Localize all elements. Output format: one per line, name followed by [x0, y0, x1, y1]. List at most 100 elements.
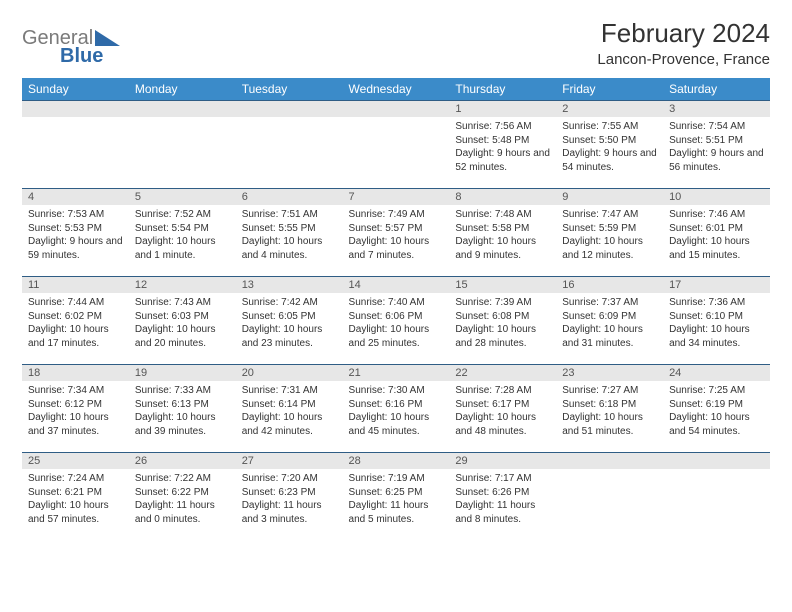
calendar-day-cell: 24Sunrise: 7:25 AMSunset: 6:19 PMDayligh… — [663, 365, 770, 453]
calendar-day-cell: 6Sunrise: 7:51 AMSunset: 5:55 PMDaylight… — [236, 189, 343, 277]
calendar-day-cell: 17Sunrise: 7:36 AMSunset: 6:10 PMDayligh… — [663, 277, 770, 365]
weekday-header: Thursday — [449, 78, 556, 101]
weekday-header: Monday — [129, 78, 236, 101]
logo: General Blue — [22, 18, 122, 66]
day-body: Sunrise: 7:52 AMSunset: 5:54 PMDaylight:… — [129, 205, 236, 266]
daylight-text: Daylight: 10 hours and 25 minutes. — [349, 323, 444, 350]
sunset-text: Sunset: 6:14 PM — [242, 398, 337, 412]
day-number: 5 — [129, 189, 236, 205]
day-number: 1 — [449, 101, 556, 117]
weekday-header: Saturday — [663, 78, 770, 101]
sunrise-text: Sunrise: 7:46 AM — [669, 208, 764, 222]
daylight-text: Daylight: 11 hours and 5 minutes. — [349, 499, 444, 526]
calendar-day-cell: 27Sunrise: 7:20 AMSunset: 6:23 PMDayligh… — [236, 453, 343, 541]
sunrise-text: Sunrise: 7:56 AM — [455, 120, 550, 134]
day-body: Sunrise: 7:37 AMSunset: 6:09 PMDaylight:… — [556, 293, 663, 354]
daylight-text: Daylight: 10 hours and 31 minutes. — [562, 323, 657, 350]
daylight-text: Daylight: 10 hours and 34 minutes. — [669, 323, 764, 350]
sunrise-text: Sunrise: 7:42 AM — [242, 296, 337, 310]
title-block: February 2024 Lancon-Provence, France — [597, 18, 770, 68]
day-number: 23 — [556, 365, 663, 381]
sunrise-text: Sunrise: 7:33 AM — [135, 384, 230, 398]
calendar-day-cell: 1Sunrise: 7:56 AMSunset: 5:48 PMDaylight… — [449, 101, 556, 189]
sunrise-text: Sunrise: 7:53 AM — [28, 208, 123, 222]
calendar-day-cell: 18Sunrise: 7:34 AMSunset: 6:12 PMDayligh… — [22, 365, 129, 453]
daylight-text: Daylight: 10 hours and 7 minutes. — [349, 235, 444, 262]
sunrise-text: Sunrise: 7:22 AM — [135, 472, 230, 486]
daylight-text: Daylight: 10 hours and 15 minutes. — [669, 235, 764, 262]
day-number: 9 — [556, 189, 663, 205]
sunrise-text: Sunrise: 7:47 AM — [562, 208, 657, 222]
sunrise-text: Sunrise: 7:39 AM — [455, 296, 550, 310]
day-body: Sunrise: 7:28 AMSunset: 6:17 PMDaylight:… — [449, 381, 556, 442]
calendar-day-cell: 22Sunrise: 7:28 AMSunset: 6:17 PMDayligh… — [449, 365, 556, 453]
daylight-text: Daylight: 10 hours and 17 minutes. — [28, 323, 123, 350]
weekday-header: Sunday — [22, 78, 129, 101]
sunrise-text: Sunrise: 7:36 AM — [669, 296, 764, 310]
day-number: 21 — [343, 365, 450, 381]
calendar-day-cell: 21Sunrise: 7:30 AMSunset: 6:16 PMDayligh… — [343, 365, 450, 453]
daylight-text: Daylight: 11 hours and 8 minutes. — [455, 499, 550, 526]
sunset-text: Sunset: 6:06 PM — [349, 310, 444, 324]
sunrise-text: Sunrise: 7:19 AM — [349, 472, 444, 486]
sunset-text: Sunset: 5:51 PM — [669, 134, 764, 148]
sunset-text: Sunset: 5:55 PM — [242, 222, 337, 236]
daylight-text: Daylight: 9 hours and 54 minutes. — [562, 147, 657, 174]
day-number: 16 — [556, 277, 663, 293]
sunrise-text: Sunrise: 7:49 AM — [349, 208, 444, 222]
logo-svg: General Blue — [22, 24, 122, 66]
day-number: 22 — [449, 365, 556, 381]
day-body: Sunrise: 7:51 AMSunset: 5:55 PMDaylight:… — [236, 205, 343, 266]
sunrise-text: Sunrise: 7:48 AM — [455, 208, 550, 222]
calendar-day-cell: 14Sunrise: 7:40 AMSunset: 6:06 PMDayligh… — [343, 277, 450, 365]
day-body: Sunrise: 7:55 AMSunset: 5:50 PMDaylight:… — [556, 117, 663, 178]
weekday-header: Friday — [556, 78, 663, 101]
day-body: Sunrise: 7:48 AMSunset: 5:58 PMDaylight:… — [449, 205, 556, 266]
day-body: Sunrise: 7:39 AMSunset: 6:08 PMDaylight:… — [449, 293, 556, 354]
calendar-day-cell: 11Sunrise: 7:44 AMSunset: 6:02 PMDayligh… — [22, 277, 129, 365]
day-body: Sunrise: 7:54 AMSunset: 5:51 PMDaylight:… — [663, 117, 770, 178]
sunrise-text: Sunrise: 7:43 AM — [135, 296, 230, 310]
day-body: Sunrise: 7:42 AMSunset: 6:05 PMDaylight:… — [236, 293, 343, 354]
day-body: Sunrise: 7:56 AMSunset: 5:48 PMDaylight:… — [449, 117, 556, 178]
calendar-header-row: SundayMondayTuesdayWednesdayThursdayFrid… — [22, 78, 770, 101]
logo-triangle-icon — [95, 30, 120, 46]
sunset-text: Sunset: 5:50 PM — [562, 134, 657, 148]
calendar-day-cell: 10Sunrise: 7:46 AMSunset: 6:01 PMDayligh… — [663, 189, 770, 277]
calendar-day-cell — [129, 101, 236, 189]
sunset-text: Sunset: 6:17 PM — [455, 398, 550, 412]
sunset-text: Sunset: 6:02 PM — [28, 310, 123, 324]
calendar-day-cell — [236, 101, 343, 189]
sunset-text: Sunset: 6:12 PM — [28, 398, 123, 412]
day-body: Sunrise: 7:25 AMSunset: 6:19 PMDaylight:… — [663, 381, 770, 442]
calendar-day-cell: 9Sunrise: 7:47 AMSunset: 5:59 PMDaylight… — [556, 189, 663, 277]
sunset-text: Sunset: 6:03 PM — [135, 310, 230, 324]
daylight-text: Daylight: 10 hours and 1 minute. — [135, 235, 230, 262]
sunrise-text: Sunrise: 7:31 AM — [242, 384, 337, 398]
day-number: 17 — [663, 277, 770, 293]
sunrise-text: Sunrise: 7:40 AM — [349, 296, 444, 310]
sunset-text: Sunset: 6:13 PM — [135, 398, 230, 412]
calendar-day-cell: 7Sunrise: 7:49 AMSunset: 5:57 PMDaylight… — [343, 189, 450, 277]
sunset-text: Sunset: 6:08 PM — [455, 310, 550, 324]
calendar-week-row: 1Sunrise: 7:56 AMSunset: 5:48 PMDaylight… — [22, 101, 770, 189]
calendar-day-cell: 25Sunrise: 7:24 AMSunset: 6:21 PMDayligh… — [22, 453, 129, 541]
day-body: Sunrise: 7:19 AMSunset: 6:25 PMDaylight:… — [343, 469, 450, 530]
sunrise-text: Sunrise: 7:20 AM — [242, 472, 337, 486]
daylight-text: Daylight: 10 hours and 48 minutes. — [455, 411, 550, 438]
day-number: 29 — [449, 453, 556, 469]
day-number: 18 — [22, 365, 129, 381]
sunset-text: Sunset: 6:25 PM — [349, 486, 444, 500]
sunset-text: Sunset: 6:23 PM — [242, 486, 337, 500]
calendar-day-cell: 5Sunrise: 7:52 AMSunset: 5:54 PMDaylight… — [129, 189, 236, 277]
sunrise-text: Sunrise: 7:54 AM — [669, 120, 764, 134]
sunset-text: Sunset: 6:09 PM — [562, 310, 657, 324]
daylight-text: Daylight: 10 hours and 37 minutes. — [28, 411, 123, 438]
daylight-text: Daylight: 9 hours and 56 minutes. — [669, 147, 764, 174]
day-body: Sunrise: 7:47 AMSunset: 5:59 PMDaylight:… — [556, 205, 663, 266]
day-body: Sunrise: 7:27 AMSunset: 6:18 PMDaylight:… — [556, 381, 663, 442]
day-number: 28 — [343, 453, 450, 469]
day-body: Sunrise: 7:46 AMSunset: 6:01 PMDaylight:… — [663, 205, 770, 266]
day-body: Sunrise: 7:53 AMSunset: 5:53 PMDaylight:… — [22, 205, 129, 266]
day-body: Sunrise: 7:20 AMSunset: 6:23 PMDaylight:… — [236, 469, 343, 530]
